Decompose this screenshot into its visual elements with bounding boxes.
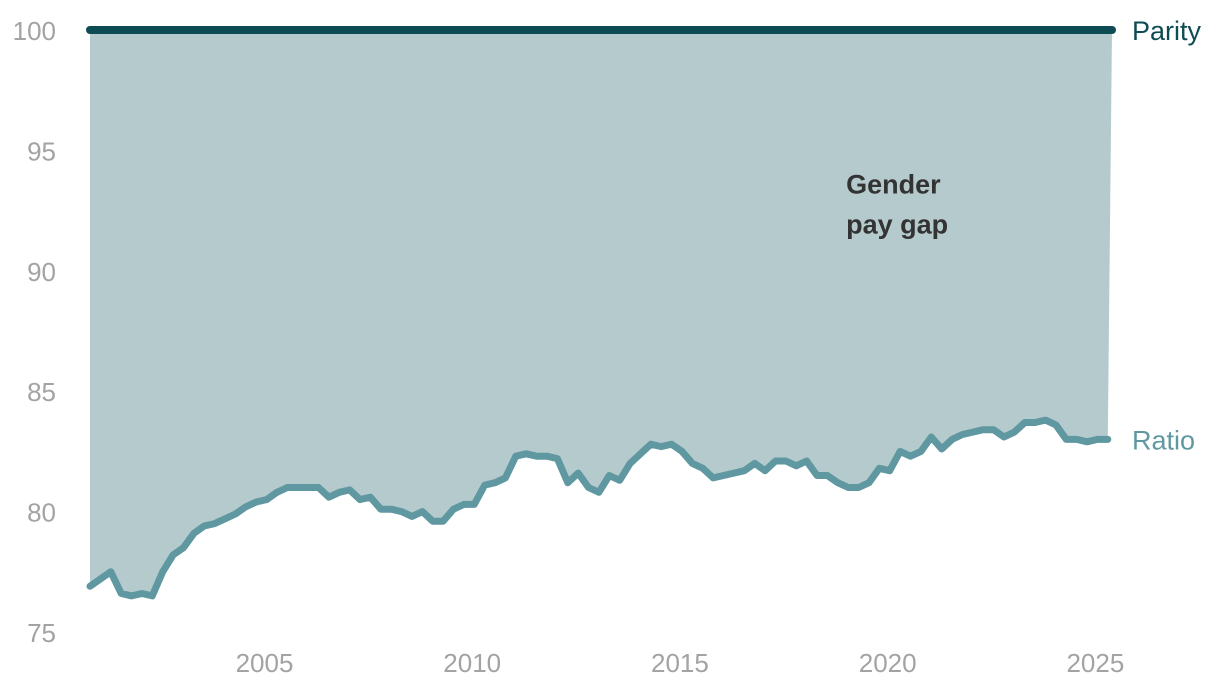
gender-pay-gap-annotation-line1: Gender [846,170,941,200]
x-tick-label-2005: 2005 [236,648,294,678]
x-axis-ticks: 2005 2010 2015 2020 2025 [236,648,1125,678]
gender-pay-gap-annotation-line2: pay gap [846,210,948,240]
x-tick-label-2025: 2025 [1066,648,1124,678]
y-tick-label-85: 85 [27,377,56,407]
x-tick-label-2020: 2020 [859,648,917,678]
y-tick-label-95: 95 [27,136,56,166]
annotation-layer: Gender pay gap [846,170,948,240]
y-tick-label-90: 90 [27,257,56,287]
gap-area-layer [90,30,1112,596]
y-tick-label-100: 100 [13,16,56,46]
y-tick-label-80: 80 [27,498,56,528]
y-axis-ticks: 100 95 90 85 80 75 [13,16,56,648]
gender-pay-gap-area [90,30,1112,596]
x-tick-label-2015: 2015 [651,648,709,678]
y-tick-label-75: 75 [27,618,56,648]
series-labels-layer: Parity Ratio [1132,16,1202,455]
x-tick-label-2010: 2010 [443,648,501,678]
parity-series-label: Parity [1132,16,1202,46]
ratio-series-line [86,416,1112,600]
ratio-series-label: Ratio [1132,425,1195,455]
series-lines-layer [86,26,1116,600]
